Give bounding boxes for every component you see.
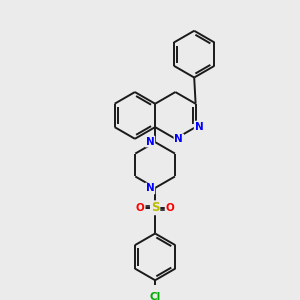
- Text: N: N: [146, 184, 154, 194]
- Text: N: N: [195, 122, 203, 131]
- Text: O: O: [166, 203, 174, 213]
- Text: O: O: [136, 203, 145, 213]
- Text: N: N: [174, 134, 183, 144]
- Text: Cl: Cl: [149, 292, 161, 300]
- Text: N: N: [146, 136, 154, 146]
- Text: S: S: [151, 201, 159, 214]
